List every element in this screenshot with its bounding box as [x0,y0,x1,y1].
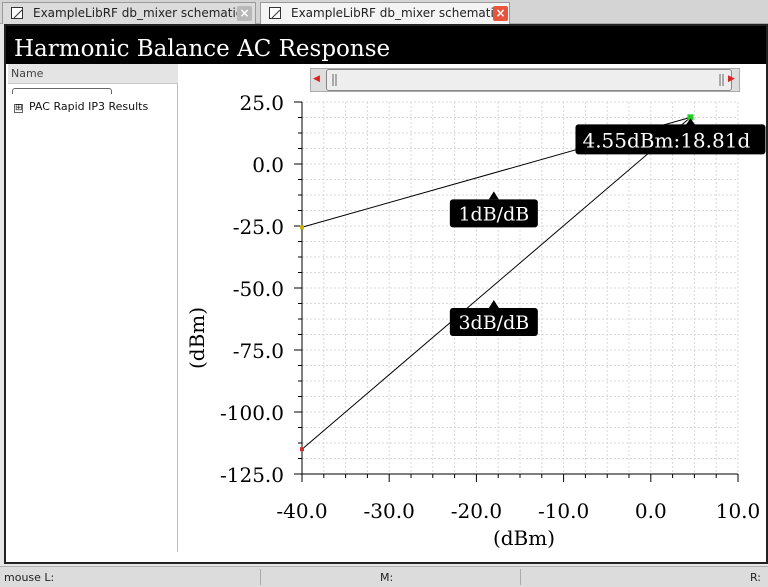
status-mouse-middle: M: [380,571,394,584]
y-axis-label: (dBm) [185,307,209,369]
plot-annotations: 1dB/dB 3dB/dB 4.55dBm:18.81d [449,118,766,336]
y-tick-label: 0.0 [252,153,284,177]
status-mouse-right: R: [750,571,762,584]
status-mouse-left: mouse L: [4,571,55,584]
annotation-text: 1dB/dB [458,203,529,225]
tab-bar: ExampleLibRF db_mixer schematic × Exampl… [0,0,768,25]
tick-labels: 25.0 0.0 -25.0 -50.0 -75.0 -100.0 -125.0 -40.0 -… [220,91,760,523]
annotation-pointer [488,300,499,308]
annotation-pointer [488,191,499,200]
annotation-pointer [685,118,696,126]
annotation-box [575,124,766,155]
x-axis-label: (dBm) [493,526,555,550]
window-title: Harmonic Balance AC Response [6,26,766,64]
x-tick-label: 10.0 [716,499,761,523]
series-start-marker [300,447,304,452]
status-bar: mouse L: M: R: [0,566,768,587]
tree-item-label: PAC Rapid IP3 Results [29,100,149,113]
y-tick-label: -75.0 [233,339,284,363]
annotation-text: 3dB/dB [458,312,529,334]
annotation-intercept: 4.55dBm:18.81d [575,118,766,155]
plot-grid [301,101,739,475]
series-start-marker [300,225,304,230]
x-tick-label: 0.0 [635,499,667,523]
y-tick-label: 25.0 [239,91,284,115]
intercept-marker [687,114,694,121]
scroll-indicator [12,88,112,94]
annotation-1db: 1dB/dB [449,191,538,228]
y-tick-label: -125.0 [220,463,284,487]
schematic-icon [269,7,281,19]
y-tick-label: -50.0 [233,277,284,301]
slider-left-arrow-icon[interactable]: ◀ [313,74,320,84]
plot-axes [294,101,739,482]
tree-item-pac-results[interactable]: ⊞ PAC Rapid IP3 Results [14,100,148,113]
x-tick-label: -10.0 [538,499,589,523]
status-separator [260,569,261,585]
x-tick-label: -30.0 [364,499,415,523]
status-separator [520,569,521,585]
tab-label: ExampleLibRF db_mixer schematic [291,6,501,20]
annotation-3db: 3dB/dB [449,300,538,336]
slider-thumb[interactable] [326,69,732,91]
tab-schematic-1[interactable]: ExampleLibRF db_mixer schematic × [2,2,256,24]
expand-icon[interactable]: ⊞ [14,103,23,113]
annotation-box [449,308,538,336]
x-zoom-slider[interactable]: ◀ ▶ [310,68,740,92]
series-line-2 [301,116,691,450]
column-header-name[interactable]: Name [8,64,178,84]
annotation-box [449,199,538,228]
slider-right-arrow-icon[interactable]: ▶ [728,74,735,84]
x-tick-label: -20.0 [451,499,502,523]
tab-label: ExampleLibRF db_mixer schematic [33,6,243,20]
y-tick-label: -100.0 [220,401,284,425]
close-tab-icon[interactable]: × [237,6,252,21]
close-tab-icon[interactable]: × [493,6,508,21]
results-browser: Name ⊞ PAC Rapid IP3 Results [8,64,178,552]
y-tick-label: -25.0 [233,215,284,239]
schematic-icon [11,7,23,19]
annotation-text: 4.55dBm:18.81d [582,128,750,152]
x-tick-label: -40.0 [276,499,327,523]
tab-schematic-2[interactable]: ExampleLibRF db_mixer schematic × [260,2,510,25]
plot-area[interactable]: 25.0 0.0 -25.0 -50.0 -75.0 -100.0 -125.0 -40.0 -… [180,64,766,554]
